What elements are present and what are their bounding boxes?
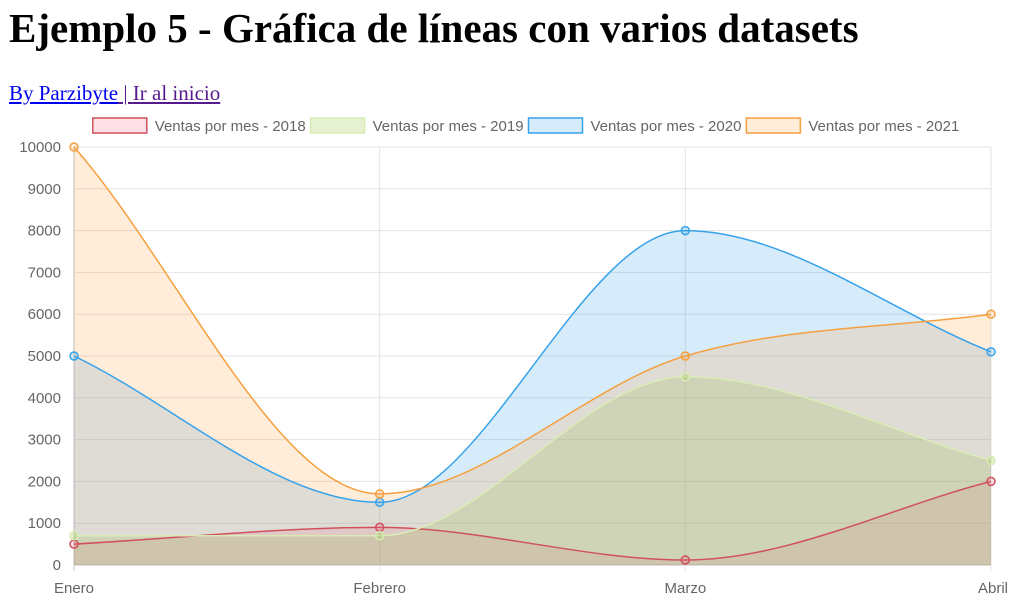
series-area-0	[74, 481, 991, 565]
x-tick-label: Abril	[978, 580, 1008, 597]
data-point	[986, 455, 996, 466]
data-point	[986, 347, 996, 357]
home-link[interactable]: Ir al inicio	[132, 81, 221, 105]
y-tick-label: 6000	[28, 306, 61, 323]
data-point	[69, 530, 79, 541]
data-point	[680, 351, 691, 361]
y-tick-label: 5000	[28, 348, 61, 365]
series-line-0	[73, 480, 992, 561]
series-area-1	[74, 376, 991, 565]
x-tick-label: Febrero	[353, 580, 406, 597]
y-axis-ticks: 0 1000 2000 3000 4000 5000 6000 7000 8000 9000 100…	[19, 139, 61, 574]
series-areas	[74, 147, 991, 565]
legend-label: Ventas por mes - 2020	[591, 118, 742, 135]
legend-swatch	[309, 117, 366, 134]
series-area-3	[74, 147, 991, 565]
series-points	[69, 142, 996, 565]
x-axis-ticks: Enero Febrero Marzo Abril	[54, 580, 1008, 597]
legend-label: Ventas por mes - 2021	[808, 118, 959, 135]
legend-label: Ventas por mes - 2019	[373, 118, 524, 135]
data-point	[986, 309, 996, 319]
data-point	[680, 225, 691, 236]
x-tick-label: Enero	[54, 580, 94, 597]
y-tick-label: 1000	[28, 515, 61, 532]
legend-swatch	[527, 117, 584, 134]
data-point	[374, 497, 385, 508]
y-tick-label: 8000	[28, 223, 61, 240]
chart-grid	[73, 146, 992, 571]
y-tick-label: 9000	[28, 181, 61, 198]
data-point	[69, 351, 79, 361]
legend-item[interactable]: Ventas por mes - 2018	[92, 117, 306, 135]
series-line-3	[73, 146, 992, 495]
author-link[interactable]: By Parzibyte	[9, 81, 119, 105]
data-point	[680, 372, 691, 382]
y-tick-label: 4000	[28, 390, 61, 407]
line-chart: Ventas por mes - 2018 Ventas por mes - 20…	[19, 117, 1008, 597]
y-tick-label: 0	[53, 557, 61, 574]
legend-item[interactable]: Ventas por mes - 2020	[527, 117, 742, 135]
series-lines	[73, 146, 992, 561]
x-tick-label: Marzo	[664, 580, 706, 597]
legend-label: Ventas por mes - 2018	[155, 118, 306, 135]
link-separator: |	[118, 81, 133, 105]
data-point	[374, 522, 385, 533]
data-point	[374, 530, 385, 541]
legend-item[interactable]: Ventas por mes - 2019	[309, 117, 524, 135]
y-tick-label: 7000	[28, 264, 61, 281]
legend-item[interactable]: Ventas por mes - 2021	[745, 117, 959, 135]
data-point	[986, 476, 996, 487]
y-tick-label: 2000	[28, 473, 61, 490]
legend-swatch	[92, 117, 148, 134]
nav-links: By Parzibyte | Ir al inicio	[9, 80, 220, 106]
series-line-2	[73, 229, 992, 504]
data-point	[680, 555, 691, 565]
y-tick-label: 10000	[19, 139, 61, 156]
series-line-1	[74, 376, 992, 537]
legend-swatch	[745, 117, 802, 134]
page-title: Ejemplo 5 - Gráfica de líneas con varios…	[9, 5, 859, 51]
data-point	[69, 142, 79, 152]
data-point	[374, 489, 385, 499]
series-area-2	[74, 230, 991, 565]
y-tick-label: 3000	[28, 432, 61, 449]
chart-legend: Ventas por mes - 2018 Ventas por mes - 20…	[92, 117, 959, 135]
data-point	[69, 539, 79, 549]
